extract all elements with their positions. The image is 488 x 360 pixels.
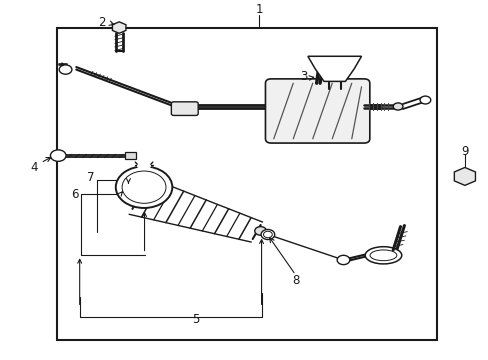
Circle shape bbox=[116, 166, 172, 208]
Ellipse shape bbox=[369, 250, 396, 261]
Text: 8: 8 bbox=[291, 274, 299, 287]
Circle shape bbox=[261, 229, 274, 239]
Text: 4: 4 bbox=[30, 161, 38, 174]
Circle shape bbox=[263, 231, 272, 238]
Polygon shape bbox=[112, 22, 126, 33]
Circle shape bbox=[336, 255, 349, 265]
Text: 2: 2 bbox=[98, 16, 105, 29]
Circle shape bbox=[115, 25, 123, 31]
Text: 9: 9 bbox=[460, 145, 468, 158]
Bar bbox=[125, 152, 136, 159]
Circle shape bbox=[264, 230, 273, 237]
Circle shape bbox=[59, 65, 72, 74]
Text: 1: 1 bbox=[255, 3, 263, 16]
FancyBboxPatch shape bbox=[265, 79, 369, 143]
Ellipse shape bbox=[365, 247, 401, 264]
Text: 5: 5 bbox=[192, 312, 199, 326]
Bar bbox=[57, 28, 436, 339]
Circle shape bbox=[461, 174, 468, 179]
Circle shape bbox=[254, 226, 266, 235]
Circle shape bbox=[457, 171, 471, 181]
Polygon shape bbox=[307, 56, 361, 81]
Polygon shape bbox=[453, 167, 474, 185]
Circle shape bbox=[419, 96, 430, 104]
FancyBboxPatch shape bbox=[171, 102, 198, 116]
Text: 3: 3 bbox=[300, 70, 307, 83]
Circle shape bbox=[50, 150, 66, 161]
Text: 7: 7 bbox=[87, 171, 95, 184]
Circle shape bbox=[122, 171, 165, 203]
Text: 6: 6 bbox=[71, 188, 79, 201]
Circle shape bbox=[392, 103, 402, 110]
